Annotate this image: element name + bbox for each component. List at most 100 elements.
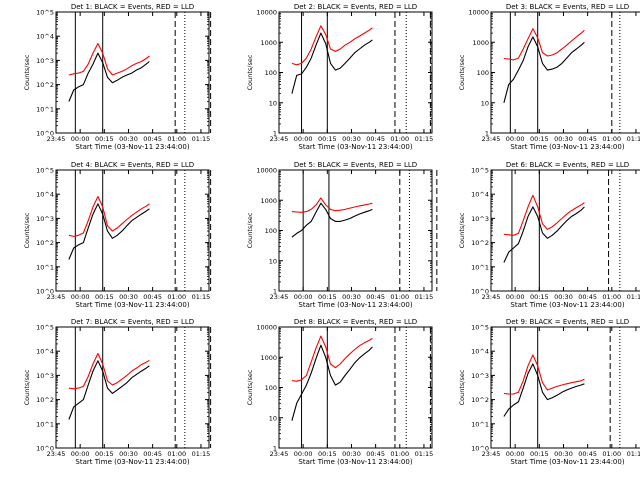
x-tick-label: 00:00 bbox=[506, 293, 525, 301]
y-tick-label: 10^2 bbox=[36, 81, 54, 89]
x-tick-label: 23:45 bbox=[482, 450, 501, 458]
panel-det-7: Det 7: BLACK = Events, RED = LLD 10^0 10^1… bbox=[23, 318, 212, 466]
y-tick-label: 10^5 bbox=[36, 9, 54, 17]
plot-frame bbox=[55, 169, 210, 292]
y-axis-label: Counts/sec bbox=[246, 369, 254, 405]
y-tick-label: 10 bbox=[269, 414, 277, 422]
y-tick-label: 10^4 bbox=[471, 191, 489, 199]
y-tick-label: 10 bbox=[481, 99, 489, 107]
y-tick-label: 10^5 bbox=[36, 167, 54, 175]
series-lld-line bbox=[503, 194, 585, 236]
x-tick-label: 00:30 bbox=[119, 135, 138, 143]
y-tick-label: 10^1 bbox=[36, 420, 54, 428]
x-tick-label: 00:00 bbox=[71, 293, 90, 301]
series-lld-line bbox=[291, 197, 373, 213]
y-tick-label: 10^5 bbox=[471, 324, 489, 332]
panel-det-3: Det 3: BLACK = Events, RED = LLD 1 10 100 10… bbox=[458, 3, 640, 151]
series-lld-line bbox=[68, 42, 150, 76]
x-axis-label: Start Time (03-Nov-11 23:44:00) bbox=[75, 143, 189, 151]
x-tick-label: 00:00 bbox=[506, 135, 525, 143]
y-tick-label: 10^0 bbox=[471, 445, 489, 453]
x-tick-label: 01:15 bbox=[192, 293, 211, 301]
y-tick-label: 10^2 bbox=[471, 396, 489, 404]
x-tick-label: 23:45 bbox=[47, 293, 66, 301]
y-tick-label: 100 bbox=[477, 69, 489, 77]
series-events-line bbox=[68, 203, 150, 260]
y-axis-label: Counts/sec bbox=[458, 369, 466, 405]
y-tick-label: 1 bbox=[485, 130, 489, 138]
x-tick-label: 23:45 bbox=[47, 135, 66, 143]
x-tick-label: 00:15 bbox=[95, 293, 114, 301]
panel-title: Det 8: BLACK = Events, RED = LLD bbox=[294, 318, 417, 326]
x-tick-label: 00:00 bbox=[71, 135, 90, 143]
x-tick-label: 01:00 bbox=[390, 135, 409, 143]
y-tick-label: 10^0 bbox=[36, 445, 54, 453]
series-events-line bbox=[291, 32, 373, 94]
y-tick-label: 10^4 bbox=[36, 33, 54, 41]
x-tick-label: 00:45 bbox=[578, 293, 597, 301]
y-tick-label: 1000 bbox=[260, 39, 277, 47]
y-tick-label: 10000 bbox=[256, 167, 277, 175]
x-tick-label: 01:15 bbox=[192, 450, 211, 458]
y-tick-label: 100 bbox=[265, 227, 277, 235]
y-tick-label: 1000 bbox=[260, 354, 277, 362]
y-tick-label: 10 bbox=[269, 257, 277, 265]
y-tick-label: 10^3 bbox=[36, 57, 54, 65]
y-tick-label: 100 bbox=[265, 384, 277, 392]
x-tick-label: 01:00 bbox=[602, 450, 621, 458]
x-tick-label: 00:30 bbox=[554, 293, 573, 301]
y-axis-label: Counts/sec bbox=[458, 54, 466, 90]
x-tick-label: 23:45 bbox=[270, 293, 289, 301]
x-tick-label: 01:15 bbox=[627, 135, 640, 143]
x-tick-label: 00:15 bbox=[530, 450, 549, 458]
x-tick-label: 01:00 bbox=[602, 135, 621, 143]
x-tick-label: 00:30 bbox=[554, 450, 573, 458]
y-tick-label: 10^5 bbox=[471, 167, 489, 175]
y-tick-label: 10^3 bbox=[36, 215, 54, 223]
x-tick-label: 00:00 bbox=[506, 450, 525, 458]
x-tick-label: 01:15 bbox=[415, 450, 434, 458]
y-axis-label: Counts/sec bbox=[23, 54, 31, 90]
plot-frame bbox=[490, 326, 640, 449]
y-tick-label: 10^2 bbox=[471, 239, 489, 247]
y-tick-label: 1 bbox=[273, 445, 277, 453]
x-tick-label: 00:45 bbox=[366, 135, 385, 143]
x-tick-label: 00:00 bbox=[294, 135, 313, 143]
y-tick-label: 10^1 bbox=[471, 263, 489, 271]
y-tick-label: 100 bbox=[265, 69, 277, 77]
x-tick-label: 00:30 bbox=[342, 450, 361, 458]
plot-frame bbox=[490, 169, 640, 292]
x-tick-label: 00:30 bbox=[119, 293, 138, 301]
series-events-line bbox=[68, 52, 150, 102]
y-tick-label: 10^3 bbox=[471, 372, 489, 380]
y-tick-label: 10^0 bbox=[36, 288, 54, 296]
x-tick-label: 01:00 bbox=[602, 293, 621, 301]
panel-title: Det 6: BLACK = Events, RED = LLD bbox=[506, 161, 629, 169]
x-axis-label: Start Time (03-Nov-11 23:44:00) bbox=[510, 143, 624, 151]
series-events-line bbox=[503, 36, 585, 103]
y-tick-label: 1 bbox=[273, 288, 277, 296]
series-lld-line bbox=[68, 352, 150, 390]
x-tick-label: 23:45 bbox=[482, 293, 501, 301]
panel-title: Det 3: BLACK = Events, RED = LLD bbox=[506, 3, 629, 11]
series-events-line bbox=[291, 202, 373, 238]
x-tick-label: 01:00 bbox=[167, 450, 186, 458]
x-tick-label: 00:15 bbox=[318, 450, 337, 458]
y-tick-label: 10^4 bbox=[36, 191, 54, 199]
x-axis-label: Start Time (03-Nov-11 23:44:00) bbox=[75, 458, 189, 466]
panel-det-8: Det 8: BLACK = Events, RED = LLD 1 10 100 10… bbox=[246, 318, 433, 466]
x-tick-label: 23:45 bbox=[270, 450, 289, 458]
series-events-line bbox=[291, 344, 373, 421]
x-tick-label: 00:45 bbox=[578, 450, 597, 458]
series-lld-line bbox=[68, 195, 150, 237]
panel-title: Det 9: BLACK = Events, RED = LLD bbox=[506, 318, 629, 326]
x-tick-label: 00:30 bbox=[119, 450, 138, 458]
x-tick-label: 00:45 bbox=[143, 293, 162, 301]
series-events-line bbox=[68, 360, 150, 420]
y-tick-label: 10^4 bbox=[471, 348, 489, 356]
x-axis-label: Start Time (03-Nov-11 23:44:00) bbox=[510, 301, 624, 309]
y-axis-label: Counts/sec bbox=[458, 212, 466, 248]
x-tick-label: 00:30 bbox=[554, 135, 573, 143]
x-tick-label: 23:45 bbox=[47, 450, 66, 458]
